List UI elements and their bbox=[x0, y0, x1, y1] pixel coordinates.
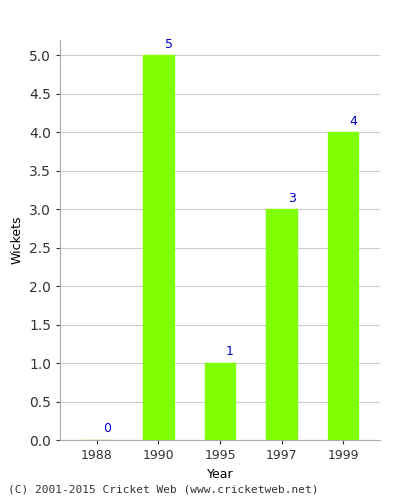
Text: 5: 5 bbox=[165, 38, 173, 51]
Bar bbox=[328, 132, 358, 440]
Text: (C) 2001-2015 Cricket Web (www.cricketweb.net): (C) 2001-2015 Cricket Web (www.cricketwe… bbox=[8, 485, 318, 495]
Y-axis label: Wickets: Wickets bbox=[10, 216, 24, 264]
X-axis label: Year: Year bbox=[207, 468, 233, 480]
Bar bbox=[266, 209, 297, 440]
Bar bbox=[143, 56, 174, 440]
Bar bbox=[205, 363, 235, 440]
Text: 3: 3 bbox=[288, 192, 296, 204]
Text: 1: 1 bbox=[226, 346, 234, 358]
Text: 4: 4 bbox=[349, 114, 357, 128]
Text: 0: 0 bbox=[103, 422, 111, 436]
